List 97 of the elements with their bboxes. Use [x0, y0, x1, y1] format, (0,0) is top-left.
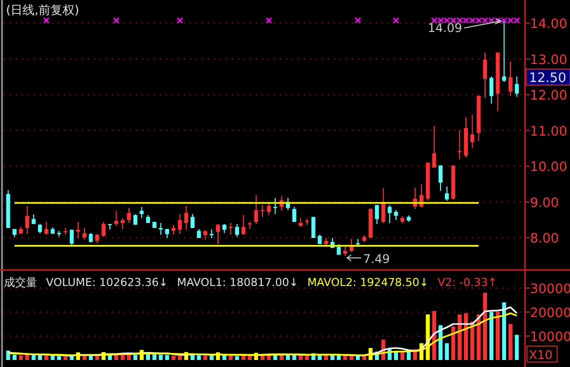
candlestick — [381, 187, 386, 224]
annotation: 7.49 — [363, 252, 390, 266]
candlestick — [133, 214, 138, 226]
candlestick — [292, 206, 296, 222]
bar — [476, 314, 481, 360]
bar — [44, 356, 48, 360]
y-tick-label: 10.00 — [530, 160, 568, 176]
y-tick-label: 11.00 — [530, 124, 568, 140]
candlestick — [172, 224, 176, 236]
bar — [432, 311, 436, 360]
candlestick — [470, 114, 474, 148]
candlestick — [438, 164, 442, 192]
candlestick — [266, 201, 271, 216]
bar — [158, 354, 163, 360]
bar — [470, 322, 474, 360]
y-tick-label: 14.00 — [530, 17, 568, 32]
candlestick — [228, 222, 233, 236]
bar — [489, 312, 494, 360]
candlestick — [95, 234, 100, 244]
bar — [464, 313, 468, 360]
candlestick — [44, 221, 48, 236]
candlestick — [394, 210, 398, 221]
candlestick — [432, 126, 436, 168]
candlestick — [190, 214, 195, 228]
candlestick — [203, 230, 208, 240]
bar — [38, 355, 42, 360]
bar — [196, 355, 201, 360]
bar — [172, 356, 176, 360]
candlestick — [184, 205, 188, 230]
candlestick — [489, 76, 494, 104]
candlestick — [388, 204, 392, 224]
candlestick — [158, 222, 163, 236]
annotation: MAVOL2: 192478.50↓ — [307, 276, 429, 289]
chart-title: (日线,前复权) — [6, 3, 80, 17]
candlestick — [260, 204, 264, 218]
text: X10 — [529, 348, 552, 362]
bar — [203, 356, 208, 360]
bar — [336, 355, 341, 360]
bar — [228, 356, 233, 360]
y-tick-label: 12.00 — [530, 88, 568, 104]
candlestick — [140, 206, 144, 218]
bar — [95, 356, 100, 360]
candlestick — [82, 227, 86, 240]
candlestick — [374, 204, 379, 225]
bar — [298, 355, 303, 360]
bar — [88, 356, 93, 360]
bar — [57, 356, 62, 360]
candlestick — [336, 244, 341, 256]
bar — [458, 314, 462, 360]
bar — [444, 343, 449, 360]
bar — [502, 302, 506, 360]
bar — [483, 292, 487, 360]
y-tick-label: 9.00 — [530, 196, 559, 211]
candlestick — [514, 76, 519, 98]
candlestick — [458, 130, 462, 160]
annotation: MAVOL1: 180817.00↓ — [176, 276, 298, 289]
bar — [18, 355, 23, 360]
bar — [305, 356, 309, 360]
annotation: V2: -0.33↑ — [438, 276, 498, 289]
candlestick — [38, 224, 42, 234]
bar — [330, 354, 334, 360]
candlestick — [241, 214, 246, 236]
candlestick — [88, 232, 93, 244]
annotation: 成交量 — [4, 276, 37, 289]
bar — [152, 354, 156, 360]
candlestick — [311, 216, 316, 238]
text: 12.50 — [529, 71, 566, 86]
bar — [210, 355, 214, 360]
bar — [178, 356, 182, 360]
bar — [280, 355, 284, 360]
bar — [343, 356, 348, 360]
candlestick — [254, 194, 258, 225]
bar — [350, 356, 354, 360]
candlestick — [178, 214, 182, 235]
candlestick — [102, 221, 106, 238]
bar — [514, 334, 519, 360]
bar — [235, 356, 240, 360]
candlestick — [483, 52, 487, 98]
candlestick — [444, 186, 449, 202]
bar — [165, 354, 170, 360]
bar — [63, 356, 68, 360]
candlestick — [120, 217, 125, 230]
bar — [32, 354, 36, 360]
bar — [12, 354, 17, 360]
bar — [508, 324, 512, 360]
annotation: 14.09 — [428, 21, 462, 36]
candlestick — [216, 224, 220, 245]
candlestick — [127, 207, 131, 224]
bar — [50, 355, 55, 360]
candlestick — [508, 60, 512, 97]
candlestick — [273, 197, 278, 215]
y-tick-label: 8.00 — [530, 232, 559, 247]
annotation: VOLUME: 102623.36↓ — [46, 276, 168, 289]
y-tick-label: 13.00 — [530, 52, 568, 68]
bar — [133, 354, 138, 360]
candlestick — [235, 224, 240, 238]
bar — [292, 355, 296, 360]
